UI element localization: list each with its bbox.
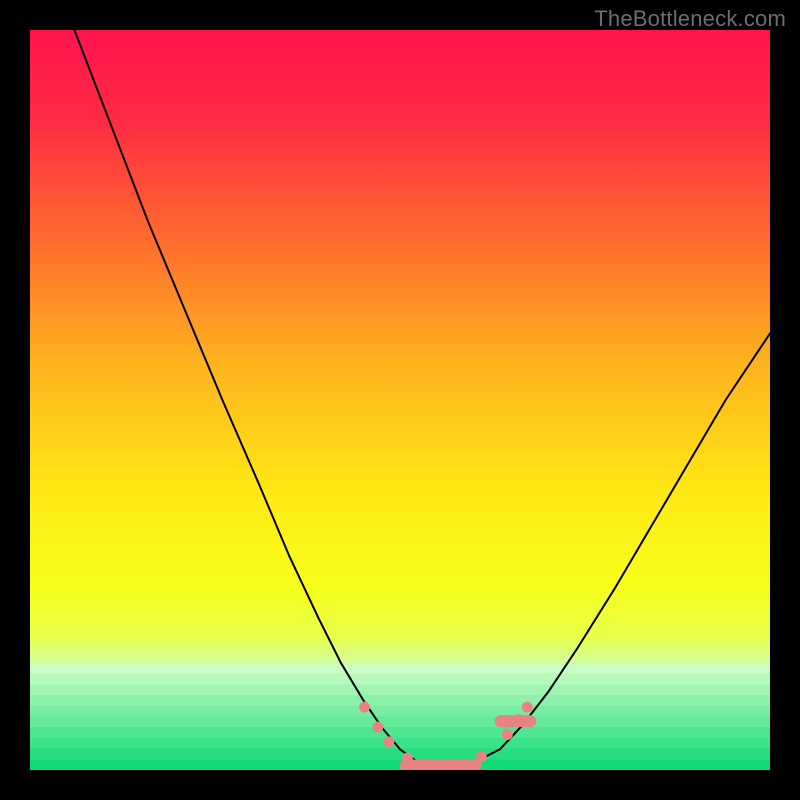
curve-marker-dot: [502, 729, 513, 740]
curve-marker-dot: [402, 753, 413, 764]
curve-marker-dot: [372, 722, 383, 733]
watermark-text: TheBottleneck.com: [594, 6, 786, 32]
curve-marker-dot: [513, 714, 524, 725]
bottleneck-curve: [74, 30, 770, 767]
curve-marker-dot: [457, 759, 468, 770]
curve-marker-dot: [522, 702, 533, 713]
curve-marker-dot: [476, 751, 487, 762]
curve-marker-dot: [420, 759, 431, 770]
curve-marker-dot: [439, 761, 450, 772]
curve-marker-dot: [383, 736, 394, 747]
curve-marker-dot: [359, 702, 370, 713]
bottleneck-curve-layer: [0, 0, 800, 800]
